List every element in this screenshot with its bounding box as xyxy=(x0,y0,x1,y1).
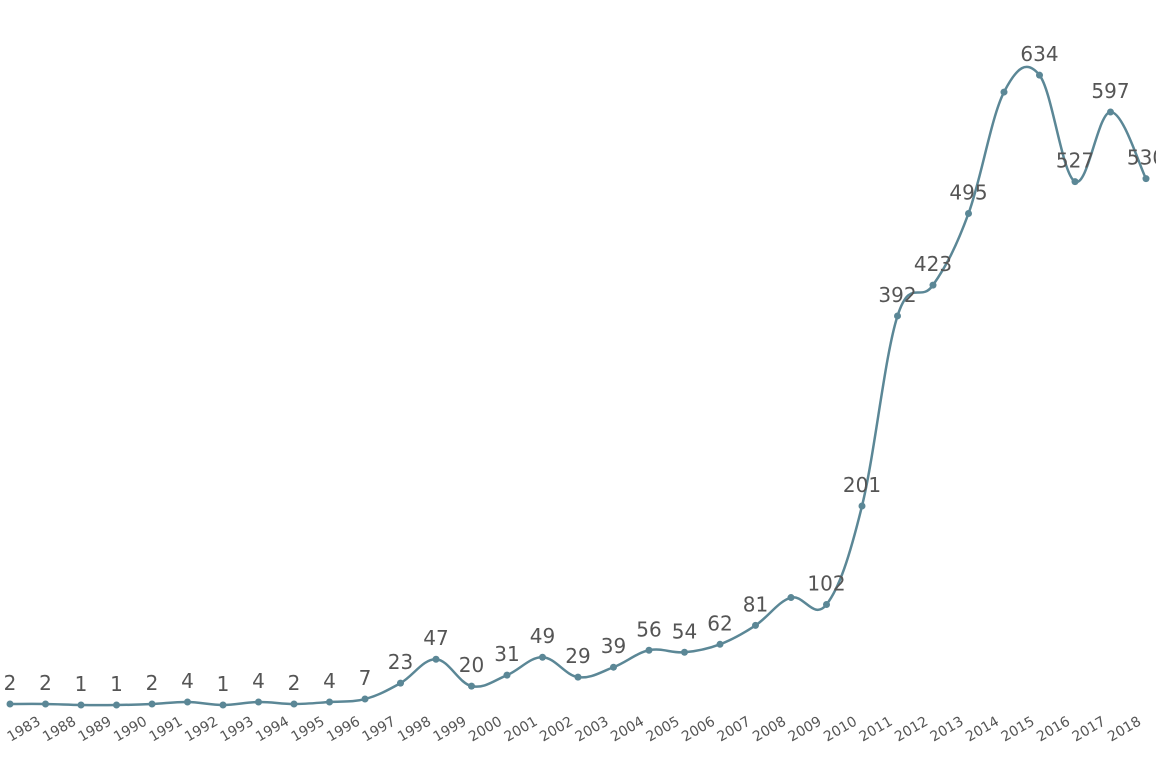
x-tick-label: 2012 xyxy=(892,714,931,746)
point xyxy=(503,671,511,679)
value-label: 39 xyxy=(601,634,626,658)
x-tick-label: 2001 xyxy=(502,714,541,746)
value-label: 4 xyxy=(323,669,336,693)
point xyxy=(574,673,582,681)
value-label: 201 xyxy=(843,473,881,497)
point xyxy=(468,682,475,690)
value-label: 1 xyxy=(110,672,123,696)
x-tick-label: 2007 xyxy=(715,714,754,746)
point xyxy=(858,502,866,510)
point xyxy=(42,700,49,708)
point xyxy=(1071,178,1079,186)
value-label: 2 xyxy=(4,671,17,695)
x-tick-label: 2000 xyxy=(466,714,505,746)
value-label: 4 xyxy=(252,669,265,693)
x-tick-label: 1995 xyxy=(289,714,328,746)
x-tick-label: 2014 xyxy=(963,714,1002,746)
value-label: 4 xyxy=(181,669,194,693)
point xyxy=(1107,108,1114,116)
x-tick-label: 1997 xyxy=(360,714,399,746)
value-label: 1 xyxy=(217,672,230,696)
point xyxy=(148,700,156,708)
point xyxy=(965,209,972,217)
x-tick-label: 1993 xyxy=(218,714,257,746)
point xyxy=(539,653,546,661)
x-tick-label: 2008 xyxy=(750,714,789,746)
point xyxy=(1000,88,1008,96)
x-tick-label: 2015 xyxy=(999,714,1038,746)
point xyxy=(255,698,262,706)
point xyxy=(219,701,227,709)
point xyxy=(6,700,14,708)
point xyxy=(77,701,85,709)
point xyxy=(787,594,795,602)
point xyxy=(823,601,830,609)
x-tick-label: 1992 xyxy=(182,714,221,746)
x-tick-label: 2005 xyxy=(644,714,683,746)
point xyxy=(361,695,369,703)
x-tick-label: 1994 xyxy=(253,714,292,746)
x-tick-label: 2011 xyxy=(857,714,896,746)
x-tick-label: 2018 xyxy=(1105,714,1144,746)
x-tick-label: 2004 xyxy=(608,714,647,746)
value-label: 49 xyxy=(530,624,555,648)
x-tick-label: 2010 xyxy=(821,714,860,746)
value-label: 7 xyxy=(359,666,372,690)
point xyxy=(610,663,617,671)
x-tick-label: 1988 xyxy=(40,714,79,746)
x-tick-label: 1990 xyxy=(111,714,150,746)
value-label: 31 xyxy=(494,642,519,666)
value-label: 102 xyxy=(807,572,845,596)
point xyxy=(752,621,759,629)
point xyxy=(290,700,298,708)
value-label: 2 xyxy=(146,671,159,695)
x-tick-label: 1989 xyxy=(76,714,115,746)
value-label: 29 xyxy=(565,644,590,668)
x-tick-label: 1983 xyxy=(5,714,44,746)
value-label: 495 xyxy=(949,180,987,204)
point xyxy=(929,281,937,289)
value-label: 2 xyxy=(288,671,301,695)
value-label: 597 xyxy=(1091,79,1129,103)
x-tick-label: 2003 xyxy=(573,714,612,746)
x-tick-label: 2009 xyxy=(786,714,825,746)
value-label: 62 xyxy=(707,611,732,635)
value-label: 81 xyxy=(743,592,768,616)
value-label: 530 xyxy=(1127,146,1156,170)
point xyxy=(397,679,404,687)
value-label: 1 xyxy=(75,672,88,696)
x-tick-label: 1998 xyxy=(395,714,434,746)
value-label: 527 xyxy=(1056,149,1094,173)
point xyxy=(894,312,901,320)
x-tick-label: 2017 xyxy=(1070,714,1109,746)
point xyxy=(645,646,653,654)
value-label: 423 xyxy=(914,252,952,276)
value-label: 56 xyxy=(636,617,661,641)
point xyxy=(716,640,724,648)
point xyxy=(326,698,333,706)
x-tick-label: 2006 xyxy=(679,714,718,746)
value-label: 47 xyxy=(423,626,448,650)
x-tick-label: 2013 xyxy=(928,714,967,746)
x-tick-label: 1991 xyxy=(147,714,186,746)
value-label: 2 xyxy=(39,671,52,695)
value-label: 392 xyxy=(878,283,916,307)
point xyxy=(1142,175,1150,183)
value-label: 54 xyxy=(672,619,697,643)
point xyxy=(113,701,120,709)
line xyxy=(9,65,1148,707)
value-label: 20 xyxy=(459,653,484,677)
x-tick-label: 1999 xyxy=(431,714,470,746)
x-tick-label: 1996 xyxy=(324,714,363,746)
point xyxy=(184,698,191,706)
point xyxy=(681,648,688,656)
value-label: 23 xyxy=(388,650,413,674)
point xyxy=(1036,71,1043,79)
x-tick-label: 2002 xyxy=(537,714,576,746)
x-tick-label: 2016 xyxy=(1034,714,1073,746)
value-label: 634 xyxy=(1020,42,1058,66)
point xyxy=(432,655,440,663)
